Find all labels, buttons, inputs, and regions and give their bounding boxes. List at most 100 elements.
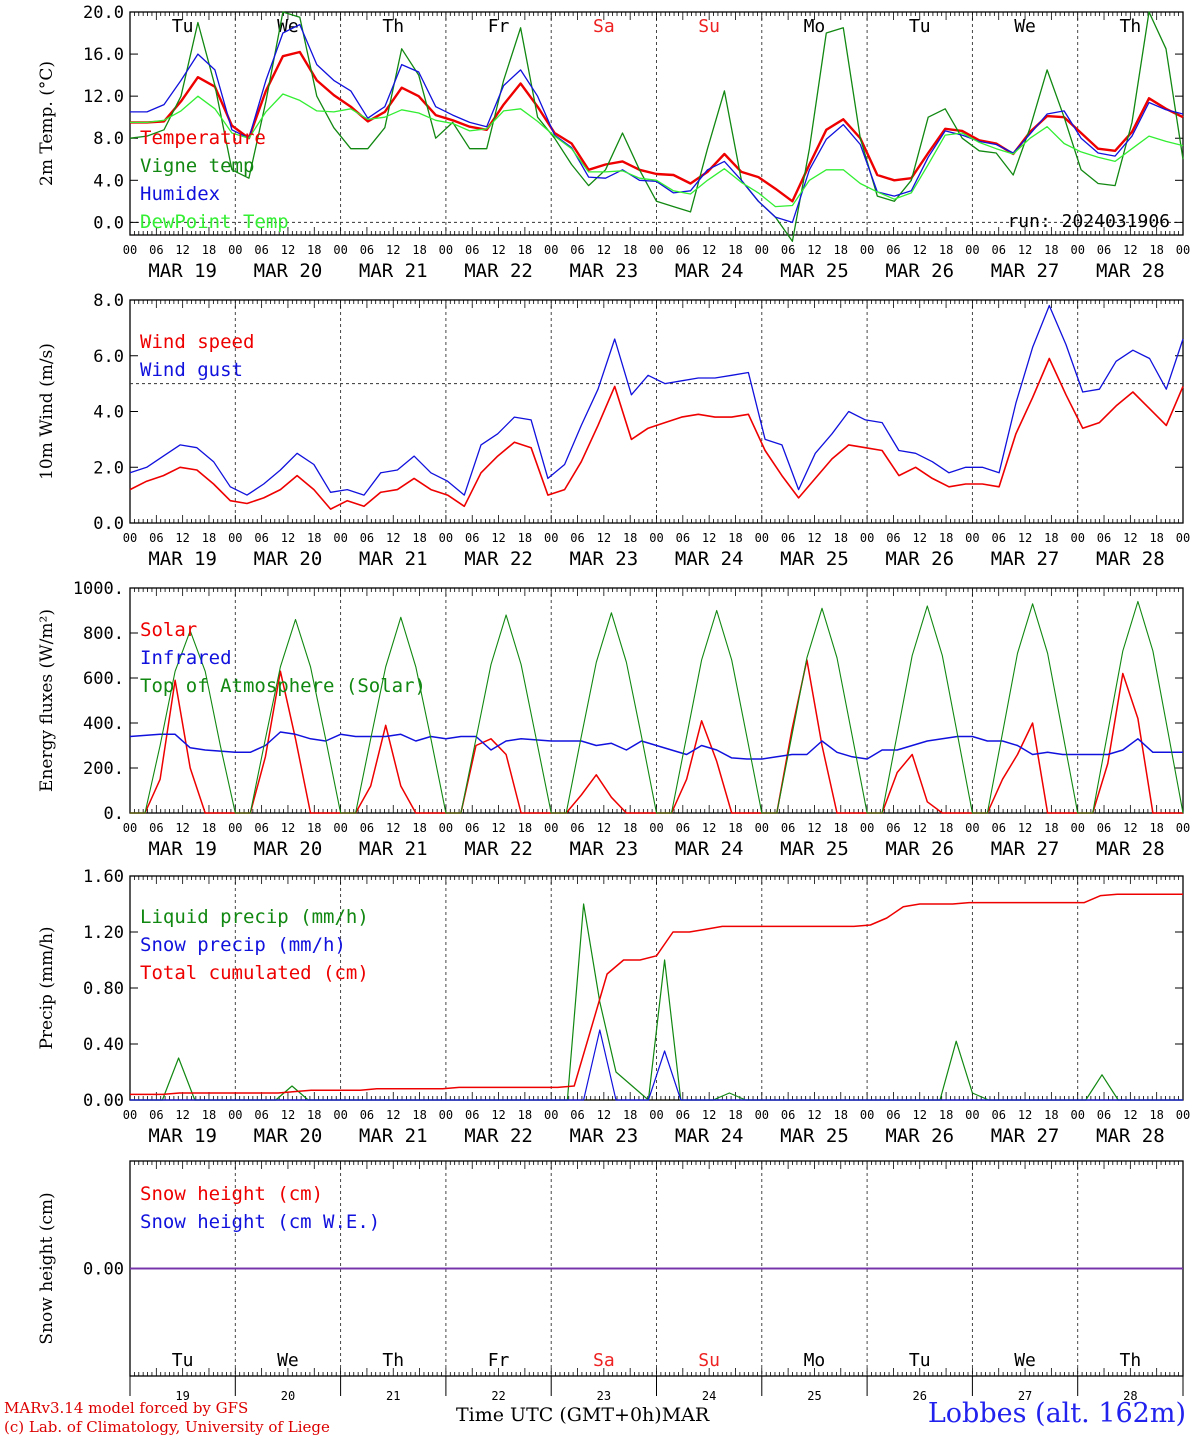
day-number-label: 27 <box>1018 1389 1032 1403</box>
weekday-label: Th <box>1120 1350 1142 1371</box>
hour-tick-label: 00 <box>333 821 347 835</box>
hour-tick-label: 06 <box>149 821 163 835</box>
y-tick-label: 16.0 <box>83 45 124 65</box>
hour-tick-label: 12 <box>491 531 505 545</box>
date-label: MAR 22 <box>464 838 533 860</box>
model-credit: MARv3.14 model forced by GFS <box>4 1399 249 1417</box>
hour-tick-label: 06 <box>570 821 584 835</box>
hour-tick-label: 12 <box>702 1108 716 1122</box>
y-tick-label: 20.0 <box>83 3 124 23</box>
hour-tick-label: 06 <box>1097 531 1111 545</box>
y-axis-label: Energy fluxes (W/m²) <box>37 609 57 792</box>
hour-tick-label: 00 <box>649 821 663 835</box>
date-label: MAR 26 <box>885 548 954 570</box>
weekday-label: Su <box>698 1350 720 1371</box>
hour-tick-label: 00 <box>860 1108 874 1122</box>
x-axis-title: Time UTC (GMT+0h)MAR <box>456 1404 709 1426</box>
hour-tick-label: 06 <box>360 821 374 835</box>
date-label: MAR 24 <box>675 838 744 860</box>
hour-tick-label: 12 <box>807 1108 821 1122</box>
date-label: MAR 19 <box>148 838 217 860</box>
hour-tick-label: 06 <box>465 243 479 257</box>
hour-tick-label: 06 <box>991 821 1005 835</box>
legend-entry: Infrared <box>140 647 232 669</box>
hour-tick-label: 00 <box>965 531 979 545</box>
hour-tick-label: 12 <box>807 243 821 257</box>
hour-tick-label: 00 <box>1070 531 1084 545</box>
hour-tick-label: 18 <box>518 243 532 257</box>
hour-tick-label: 06 <box>991 1108 1005 1122</box>
weekday-label: We <box>277 1350 299 1371</box>
hour-tick-label: 12 <box>491 243 505 257</box>
date-label: MAR 23 <box>570 1125 639 1147</box>
hour-tick-label: 18 <box>412 1108 426 1122</box>
panel-1-frame <box>129 299 1184 524</box>
hour-tick-label: 18 <box>202 243 216 257</box>
legend-entry: Vigne temp <box>140 155 254 177</box>
weekday-label: Tu <box>909 16 931 37</box>
date-label: MAR 27 <box>991 548 1060 570</box>
hour-tick-label: 18 <box>1044 1108 1058 1122</box>
y-tick-label: 400. <box>83 714 124 734</box>
hour-tick-label: 12 <box>281 243 295 257</box>
hour-tick-label: 12 <box>1018 531 1032 545</box>
hour-tick-label: 12 <box>175 821 189 835</box>
hour-tick-label: 00 <box>333 531 347 545</box>
date-label: MAR 20 <box>254 548 323 570</box>
date-label: MAR 27 <box>991 1125 1060 1147</box>
hour-tick-label: 18 <box>1149 531 1163 545</box>
hour-tick-label: 18 <box>834 821 848 835</box>
hour-tick-label: 06 <box>781 1108 795 1122</box>
hour-tick-label: 00 <box>333 1108 347 1122</box>
hour-tick-label: 12 <box>281 531 295 545</box>
hour-tick-label: 12 <box>175 1108 189 1122</box>
date-label: MAR 26 <box>885 260 954 282</box>
hour-tick-label: 00 <box>1070 1108 1084 1122</box>
hour-tick-label: 18 <box>623 243 637 257</box>
weekday-label: Sa <box>593 16 615 37</box>
hour-tick-label: 12 <box>175 531 189 545</box>
hour-tick-label: 18 <box>939 243 953 257</box>
series-0-2 <box>130 23 1184 224</box>
date-label: MAR 26 <box>885 1125 954 1147</box>
hour-tick-label: 06 <box>991 243 1005 257</box>
hour-tick-label: 12 <box>597 531 611 545</box>
hour-tick-label: 12 <box>597 1108 611 1122</box>
weekday-label: Fr <box>488 16 510 37</box>
hour-tick-label: 00 <box>1176 821 1190 835</box>
y-tick-label: 0.0 <box>93 213 124 233</box>
hour-tick-label: 12 <box>913 821 927 835</box>
hour-tick-label: 00 <box>649 531 663 545</box>
hour-tick-label: 00 <box>1176 1108 1190 1122</box>
date-label: MAR 21 <box>359 1125 428 1147</box>
hour-tick-label: 06 <box>676 1108 690 1122</box>
hour-tick-label: 18 <box>1149 821 1163 835</box>
hour-tick-label: 06 <box>886 1108 900 1122</box>
weekday-label: Sa <box>593 1350 615 1371</box>
date-label: MAR 23 <box>570 838 639 860</box>
hour-tick-label: 00 <box>333 243 347 257</box>
hour-tick-label: 00 <box>860 821 874 835</box>
hour-tick-label: 18 <box>728 531 742 545</box>
hour-tick-label: 06 <box>886 821 900 835</box>
hour-tick-label: 00 <box>228 1108 242 1122</box>
hour-tick-label: 12 <box>386 531 400 545</box>
date-label: MAR 24 <box>675 260 744 282</box>
date-label: MAR 19 <box>148 548 217 570</box>
day-number-label: 24 <box>702 1389 716 1403</box>
y-tick-label: 12.0 <box>83 87 124 107</box>
hour-tick-label: 00 <box>1176 531 1190 545</box>
hour-tick-label: 06 <box>991 531 1005 545</box>
hour-tick-label: 12 <box>807 821 821 835</box>
hour-tick-label: 00 <box>439 531 453 545</box>
date-label: MAR 24 <box>675 548 744 570</box>
hour-tick-label: 06 <box>465 1108 479 1122</box>
legend-entry: Temperature <box>140 127 266 149</box>
y-tick-label: 0.40 <box>83 1035 124 1055</box>
hour-tick-label: 00 <box>544 821 558 835</box>
y-tick-label: 0.0 <box>93 514 124 534</box>
hour-tick-label: 06 <box>465 531 479 545</box>
y-tick-label: 200. <box>83 759 124 779</box>
y-tick-label: 8.0 <box>93 129 124 149</box>
